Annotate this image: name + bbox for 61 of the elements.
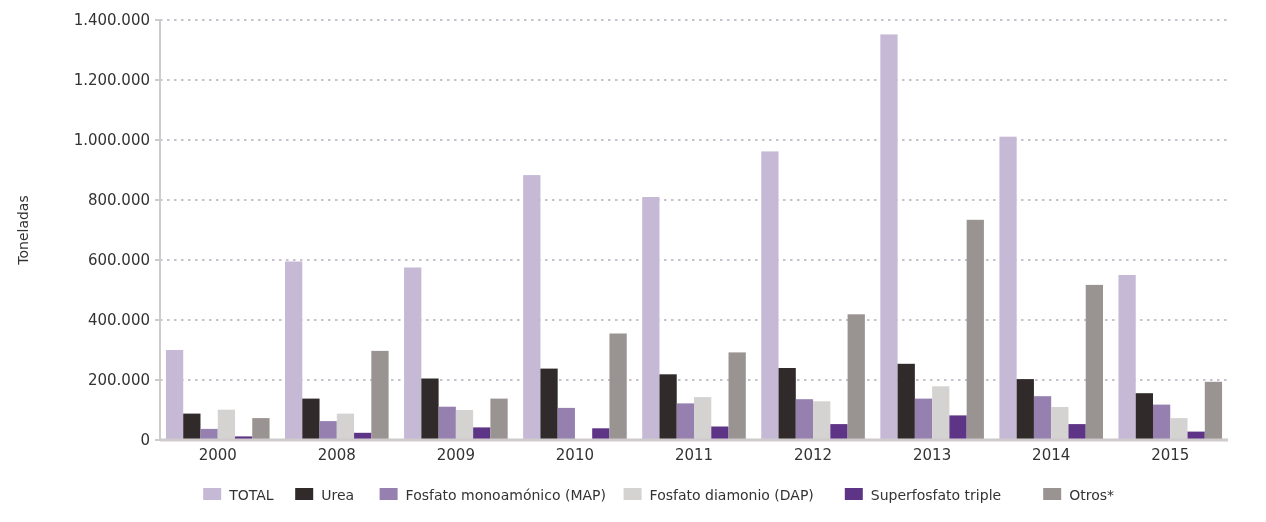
bar [1135,393,1153,440]
y-tick-label: 400.000 [87,311,150,330]
bar [728,352,746,440]
bar [949,415,967,440]
bar [1068,424,1086,440]
y-tick-label: 0 [140,431,150,450]
legend-label: Superfosfato triple [870,487,1002,503]
bar [438,406,456,440]
x-tick-label: 2010 [555,446,595,464]
bar [421,378,439,440]
legend-label: Otros* [1069,487,1115,503]
bar [897,363,915,440]
bar [1016,379,1034,440]
bar [830,424,848,440]
y-tick-label: 1.000.000 [73,131,150,150]
bar [371,350,389,440]
bar [847,314,865,440]
bar [1152,404,1171,440]
y-tick-label: 1.400.000 [73,11,150,30]
bar [1204,381,1223,440]
x-tick-label: 2000 [198,446,237,464]
bar [540,368,558,440]
bar [711,426,729,440]
legend-label: TOTAL [228,487,274,503]
bar [183,413,201,440]
bar [778,368,796,440]
bar [999,136,1017,440]
bar [609,333,627,440]
y-tick-label: 1.200.000 [73,71,150,90]
bar [795,399,814,440]
x-tick-label: 2013 [913,446,952,464]
x-tick-label: 2009 [436,446,475,464]
y-axis-title: Toneladas [15,195,31,266]
bar [761,151,779,440]
bar [880,34,898,440]
bar [659,374,677,440]
bar [473,427,491,440]
bar [914,398,933,440]
bar [966,219,984,440]
bar [557,407,575,440]
bar [676,403,694,440]
bar [302,398,320,440]
x-tick-label: 2012 [793,446,833,464]
x-tick-label: 2015 [1151,446,1190,464]
bar [200,428,218,440]
bar [1085,284,1103,440]
bar [1033,396,1052,440]
legend-label: Urea [321,487,355,503]
bar [319,421,337,440]
y-tick-label: 800.000 [87,191,150,210]
bar [490,398,508,440]
legend-label: Fosfato diamonio (DAP) [649,487,814,503]
x-tick-label: 2011 [674,446,714,464]
bar [1118,275,1136,440]
x-tick-label: 2014 [1032,446,1071,464]
y-tick-label: 600.000 [87,251,150,270]
x-tick-label: 2008 [317,446,356,464]
bar [252,418,270,440]
legend-label: Fosfato monoamónico (MAP) [405,487,606,503]
y-tick-label: 200.000 [87,371,150,390]
bar [592,428,610,440]
